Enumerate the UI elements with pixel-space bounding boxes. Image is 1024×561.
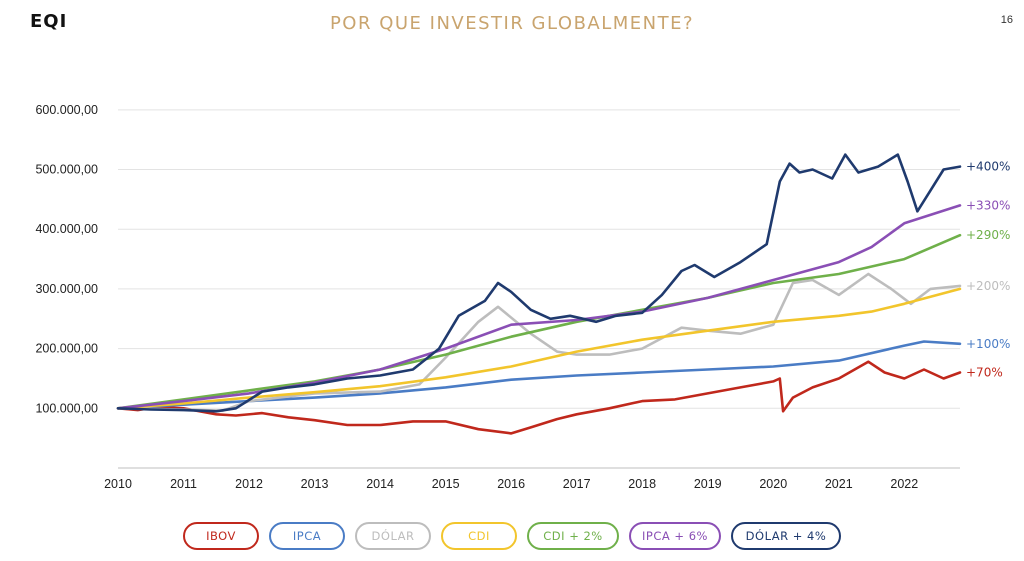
y-tick-label: 600.000,00: [35, 103, 98, 117]
end-label: +330%: [966, 198, 1010, 212]
end-label: +70%: [966, 365, 1003, 379]
logo: EQI: [30, 11, 68, 32]
x-tick-label: 2015: [432, 477, 460, 491]
x-tick-label: 2017: [563, 477, 591, 491]
line-chart: 100.000,00 200.000,00 300.000,00 400.000,00…: [35, 103, 1010, 491]
page-number: 16: [1000, 14, 1013, 26]
series-line-cdi: [116, 287, 962, 410]
x-tick-label: 2019: [694, 477, 722, 491]
legend-item-cdi[interactable]: CDI: [441, 522, 517, 550]
x-tick-label: 2021: [825, 477, 853, 491]
series-line-d-lar: [116, 272, 962, 413]
series-line-ibov: [116, 360, 962, 435]
legend-item-dolar-plus-4[interactable]: DÓLAR + 4%: [731, 522, 841, 550]
end-label: +200%: [966, 279, 1010, 293]
y-tick-label: 300.000,00: [35, 282, 98, 296]
end-label: +100%: [966, 337, 1010, 351]
x-tick-label: 2020: [759, 477, 787, 491]
y-tick-label: 500.000,00: [35, 163, 98, 177]
x-tick-label: 2016: [497, 477, 525, 491]
y-tick-label: 400.000,00: [35, 222, 98, 236]
series-line-ipca: [116, 340, 962, 410]
x-tick-label: 2014: [366, 477, 394, 491]
x-tick-label: 2018: [628, 477, 656, 491]
x-tick-label: 2022: [890, 477, 918, 491]
y-tick-label: 200.000,00: [35, 342, 98, 356]
legend-item-ipca-plus-6[interactable]: IPCA + 6%: [629, 522, 721, 550]
x-tick-label: 2012: [235, 477, 263, 491]
legend-item-cdi-plus-2[interactable]: CDI + 2%: [527, 522, 619, 550]
y-tick-label: 100.000,00: [35, 401, 98, 415]
x-tick-label: 2010: [104, 477, 132, 491]
x-tick-label: 2011: [170, 477, 197, 491]
legend-item-ipca[interactable]: IPCA: [269, 522, 345, 550]
legend-item-ibov[interactable]: IBOV: [183, 522, 259, 550]
series-line-d-lar-4-: [116, 153, 962, 413]
end-label: +400%: [966, 160, 1010, 174]
page-title: POR QUE INVESTIR GLOBALMENTE?: [329, 13, 695, 34]
x-tick-label: 2013: [301, 477, 329, 491]
legend: IBOV IPCA DÓLAR CDI CDI + 2% IPCA + 6% D…: [0, 522, 1024, 550]
legend-item-dolar[interactable]: DÓLAR: [355, 522, 431, 550]
series-line-cdi-2-: [116, 233, 962, 410]
end-label: +290%: [966, 228, 1010, 242]
